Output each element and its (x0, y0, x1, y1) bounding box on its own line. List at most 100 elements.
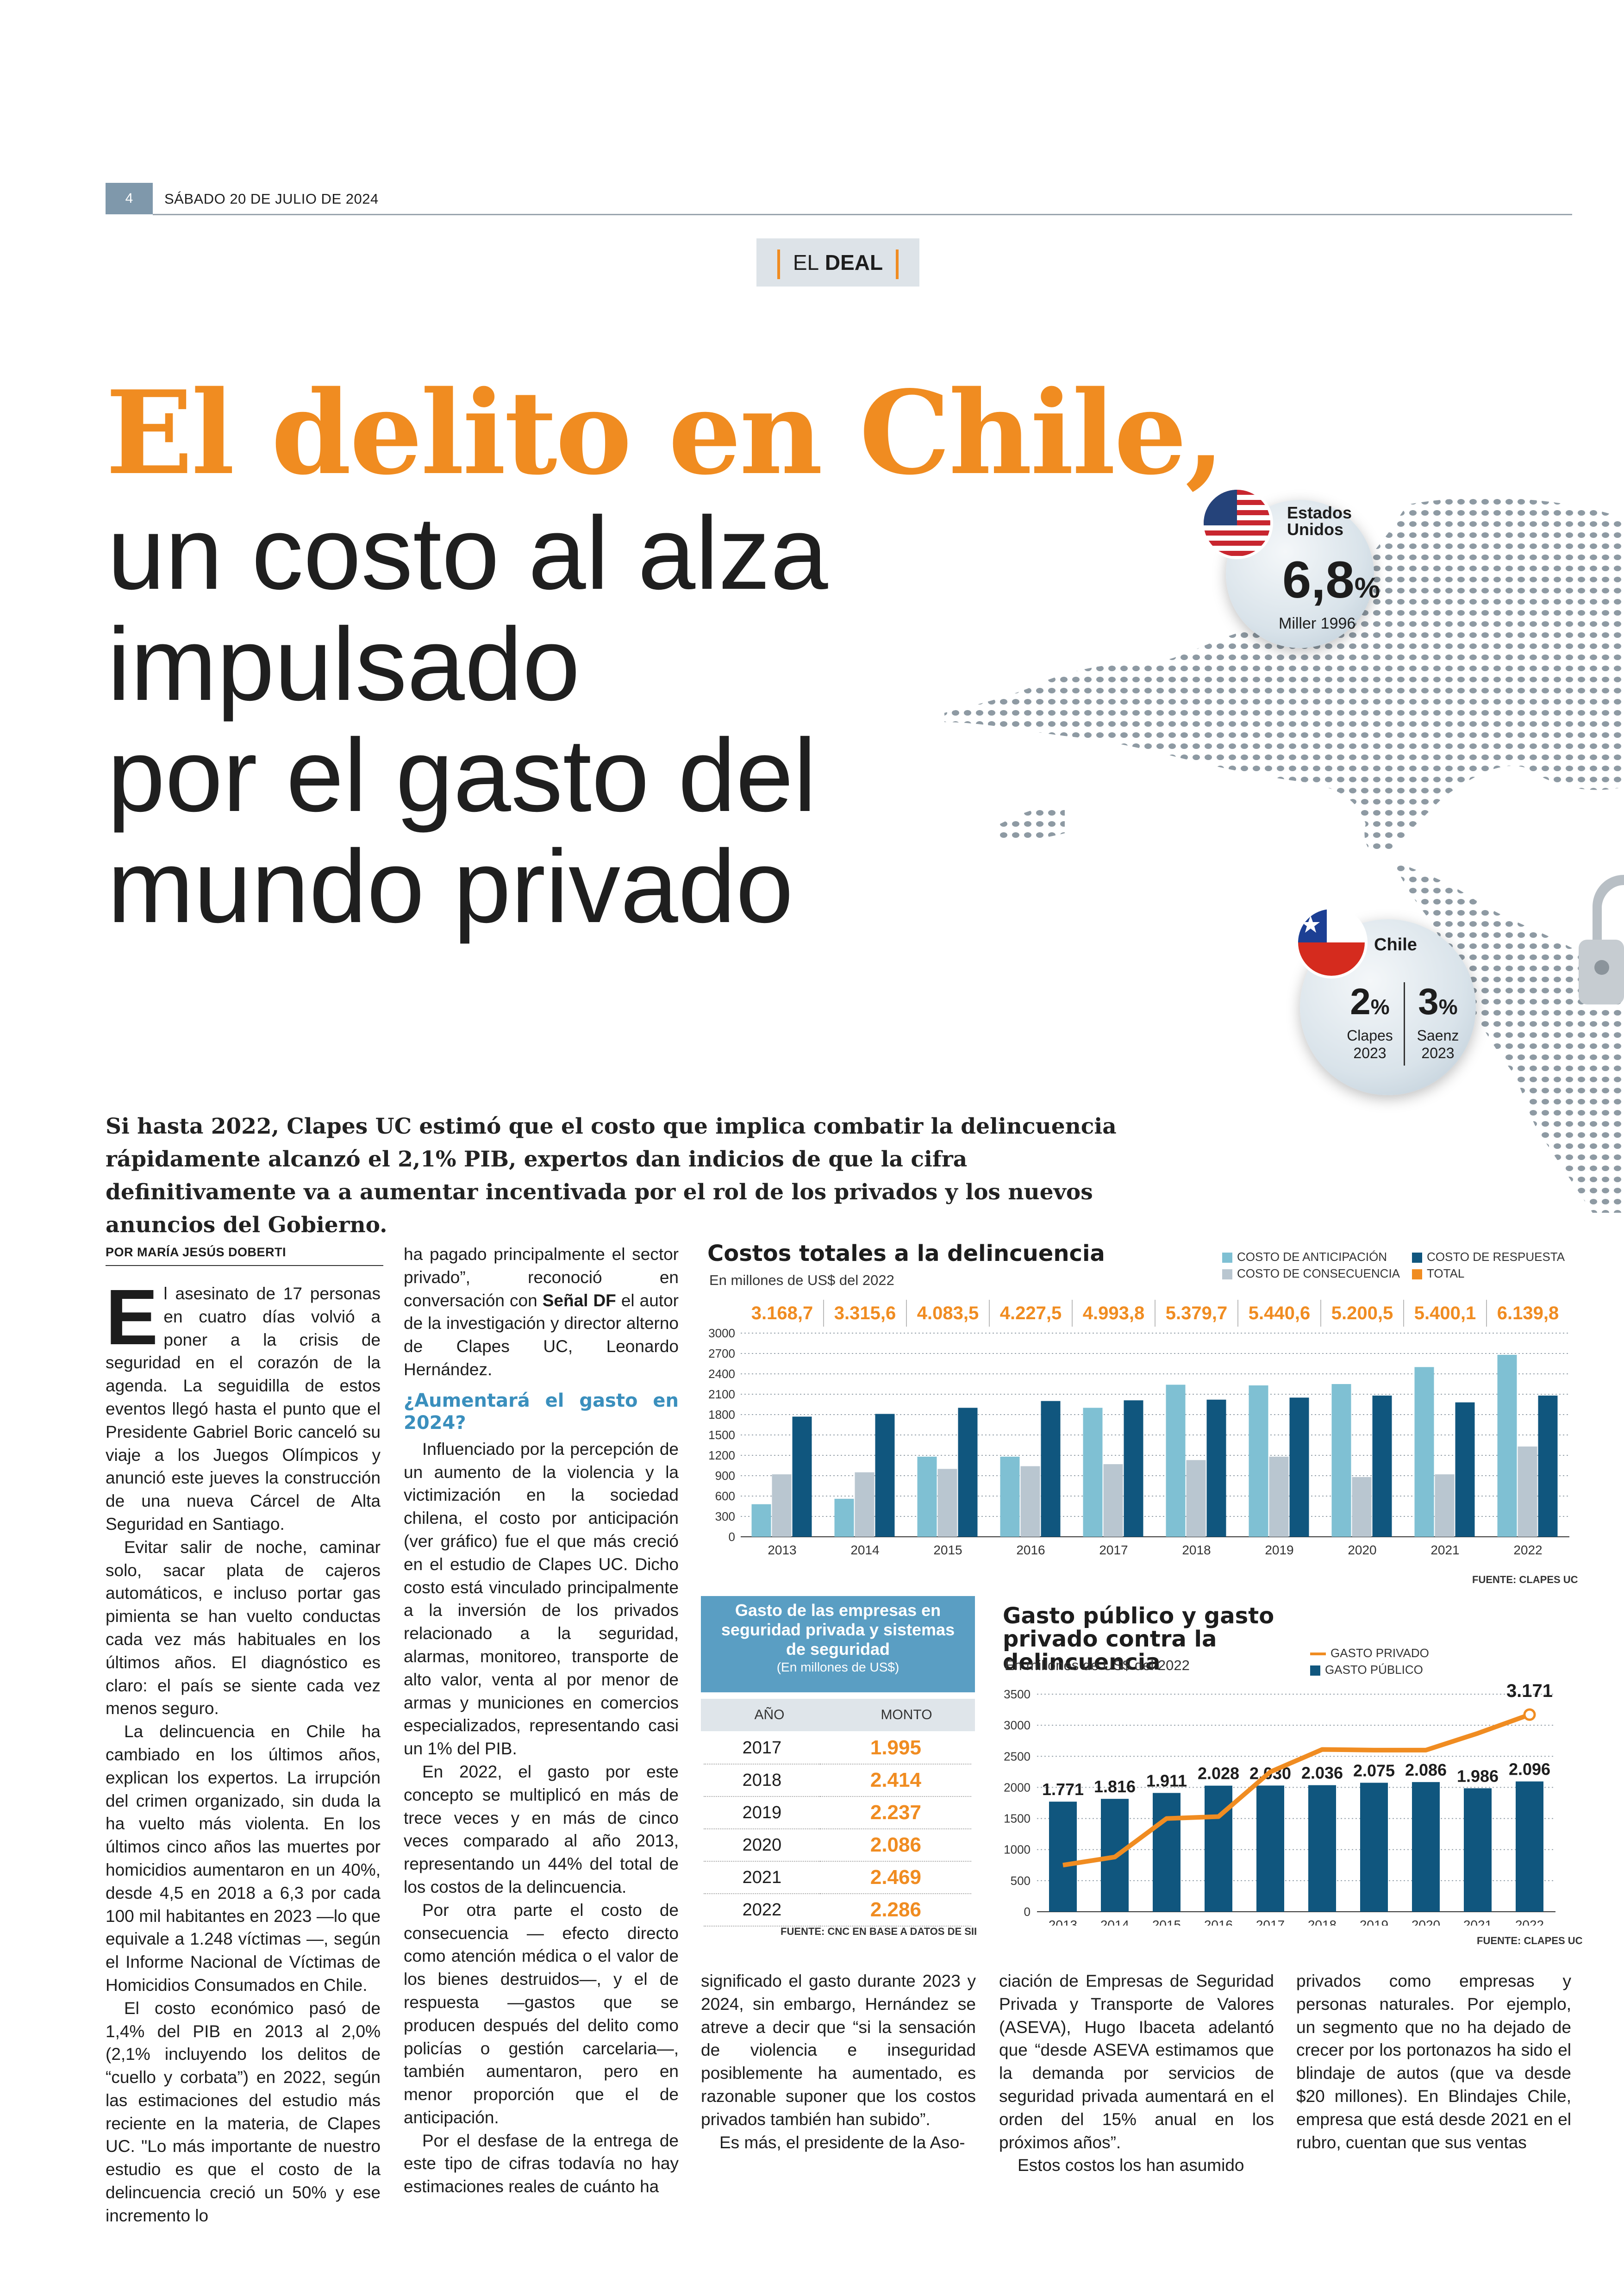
chart3-y-tick: 1500 (1004, 1812, 1031, 1826)
paragraph: Es más, el presidente de la Aso- (719, 2133, 965, 2152)
usa-country: Estados Unidos (1287, 503, 1352, 539)
chart1-x-tick: 2014 (850, 1543, 879, 1555)
chart3-y-tick: 1000 (1004, 1843, 1031, 1857)
table-title: Gasto de las empresas en seguridad priva… (721, 1601, 955, 1659)
chart1-x-tick: 2016 (1016, 1543, 1045, 1555)
paragraph: La delincuencia en Chile ha cambiado en … (106, 1722, 381, 1995)
drop-cap: E (106, 1273, 158, 1361)
chart1-x-tick: 2022 (1513, 1543, 1542, 1555)
chile-country: Chile (1374, 935, 1417, 954)
chart3-title: Gasto público y gasto privado contra la … (1003, 1603, 1274, 1675)
chart1-bar (1083, 1408, 1103, 1537)
article-column-3: significado el gasto durante 2023 y 2024… (701, 1970, 976, 2154)
chart3-x-tick: 2018 (1308, 1918, 1337, 1926)
chart1-bar (1000, 1456, 1020, 1537)
chart3-y-tick: 2000 (1004, 1780, 1031, 1794)
chart1-bar (751, 1504, 771, 1537)
chile-source-saenz: Saenz 2023 (1417, 1027, 1459, 1061)
chart3-x-tick: 2014 (1100, 1918, 1129, 1926)
chart1-y-tick: 1200 (708, 1448, 735, 1462)
gasto-empresas-table: 2017 1.995 2018 2.414 2019 2.237 2020 2.086 … (704, 1732, 971, 1927)
chart1-y-tick: 2700 (708, 1347, 735, 1360)
chart1-x-tick: 2020 (1348, 1543, 1376, 1555)
column-header-amount: MONTO (881, 1707, 932, 1722)
headline-line: impulsado (107, 606, 581, 722)
chart3-x-tick: 2022 (1515, 1918, 1544, 1926)
chart1-bar (1289, 1397, 1309, 1537)
chart3-line-end-label: 3.171 (1506, 1681, 1553, 1701)
chart1-bar (1041, 1401, 1061, 1537)
paragraph: Por otra parte el costo de consecuencia … (404, 1900, 679, 2127)
chile-value-clapes: 2% (1350, 981, 1390, 1022)
headline-line: un costo al alza (107, 495, 828, 611)
paragraph: ciación de Empresas de Seguridad Privada… (999, 1971, 1274, 2152)
chart1-total-label: 4.083,5 (917, 1303, 979, 1323)
table-row: 2021 2.469 (704, 1861, 971, 1894)
chart3-bar (1153, 1793, 1181, 1912)
page-number: 4 (106, 183, 153, 214)
paragraph: Evitar salir de noche, caminar solo, sac… (106, 1537, 381, 1718)
chart1-title: Costos totales a la delincuencia (707, 1241, 1105, 1266)
issue-date: SÁBADO 20 DE JULIO DE 2024 (164, 191, 379, 207)
chart1-bar (875, 1414, 895, 1537)
chart3-bar-label: 2.028 (1198, 1764, 1239, 1783)
chart3-bar-label: 1.771 (1042, 1780, 1084, 1799)
table-row: 2019 2.237 (704, 1796, 971, 1829)
chart3-x-tick: 2020 (1412, 1918, 1440, 1926)
chart1-bar (1206, 1399, 1226, 1537)
chart1-x-tick: 2021 (1430, 1543, 1459, 1555)
chart3-bar (1256, 1785, 1284, 1912)
chart1-source: FUENTE: CLAPES UC (1472, 1574, 1578, 1585)
chart1-costos-totales: 0 300 600 900 1200 1500 1800 2100 2400 2700 3000 20… (708, 1300, 1569, 1555)
usa-source: Miller 1996 (1279, 615, 1356, 632)
chart1-bar (937, 1469, 957, 1537)
chart1-bar (1372, 1395, 1392, 1537)
chart1-subtitle: En millones de US$ del 2022 (709, 1272, 894, 1288)
chart1-y-tick: 3000 (708, 1326, 735, 1340)
chart1-bar (1497, 1354, 1517, 1537)
chart1-legend-total: TOTAL (1412, 1266, 1464, 1281)
chart1-y-tick: 300 (715, 1509, 735, 1523)
chile-flag-icon (1295, 906, 1368, 979)
chart1-bar (1124, 1400, 1143, 1537)
chart1-bar (1414, 1367, 1434, 1537)
chart1-y-tick: 900 (715, 1469, 735, 1483)
chart1-bar (1020, 1466, 1040, 1537)
chile-source-clapes: Clapes 2023 (1347, 1027, 1393, 1061)
chart1-bar (1249, 1385, 1268, 1537)
chile-divider (1404, 982, 1405, 1066)
chart3-bar-label: 2.036 (1301, 1764, 1343, 1783)
publication-name: Señal DF (542, 1291, 616, 1310)
chart1-x-tick: 2013 (768, 1543, 796, 1555)
chart3-gasto-publico-privado: 0 500 1000 1500 2000 2500 3000 3500 1.771 2013 1.8… (1004, 1681, 1555, 1926)
chart1-bar (855, 1472, 874, 1537)
chart3-y-tick: 3000 (1004, 1718, 1031, 1732)
chart1-x-tick: 2019 (1265, 1543, 1293, 1555)
subheading: ¿Aumentará el gasto en 2024? (404, 1390, 679, 1434)
table-row: 2018 2.414 (704, 1764, 971, 1797)
chart1-bar (834, 1498, 854, 1537)
chart3-x-tick: 2013 (1049, 1918, 1077, 1926)
chart3-bar-label: 2.096 (1509, 1760, 1550, 1779)
chart3-bar-label: 1.816 (1094, 1777, 1136, 1796)
column-header-year: AÑO (754, 1707, 785, 1722)
padlock-icon (1579, 875, 1624, 1004)
table-header-box: Gasto de las empresas en seguridad priva… (701, 1596, 975, 1692)
chart3-x-tick: 2017 (1256, 1918, 1285, 1926)
chart1-legend-consecuencia: COSTO DE CONSECUENCIA (1222, 1266, 1400, 1281)
paragraph: Influenciado por la percepción de un aum… (404, 1439, 679, 1759)
chart1-x-tick: 2015 (933, 1543, 962, 1555)
lede: Si hasta 2022, Clapes UC estimó que el c… (106, 1114, 1117, 1238)
paragraph: En 2022, el gasto por este concepto se m… (404, 1762, 679, 1896)
chart1-bar (1103, 1464, 1123, 1537)
chart1-x-tick: 2017 (1099, 1543, 1128, 1555)
chart3-bar-label: 2.086 (1405, 1760, 1447, 1779)
table-row: 2020 2.086 (704, 1829, 971, 1862)
chart3-line-endpoint (1523, 1708, 1536, 1721)
chart1-bar (1435, 1474, 1455, 1537)
paragraph: significado el gasto durante 2023 y 2024… (701, 1971, 976, 2129)
chart3-y-tick: 2500 (1004, 1749, 1031, 1763)
usa-value: 6,8% (1282, 551, 1380, 609)
chile-value-saenz: 3% (1418, 981, 1458, 1022)
byline: POR MARÍA JESÚS DOBERTI (106, 1245, 287, 1259)
